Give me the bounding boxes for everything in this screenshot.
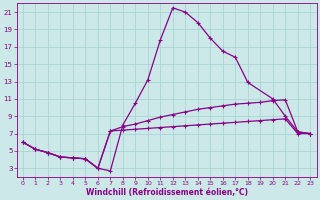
X-axis label: Windchill (Refroidissement éolien,°C): Windchill (Refroidissement éolien,°C) [85, 188, 248, 197]
